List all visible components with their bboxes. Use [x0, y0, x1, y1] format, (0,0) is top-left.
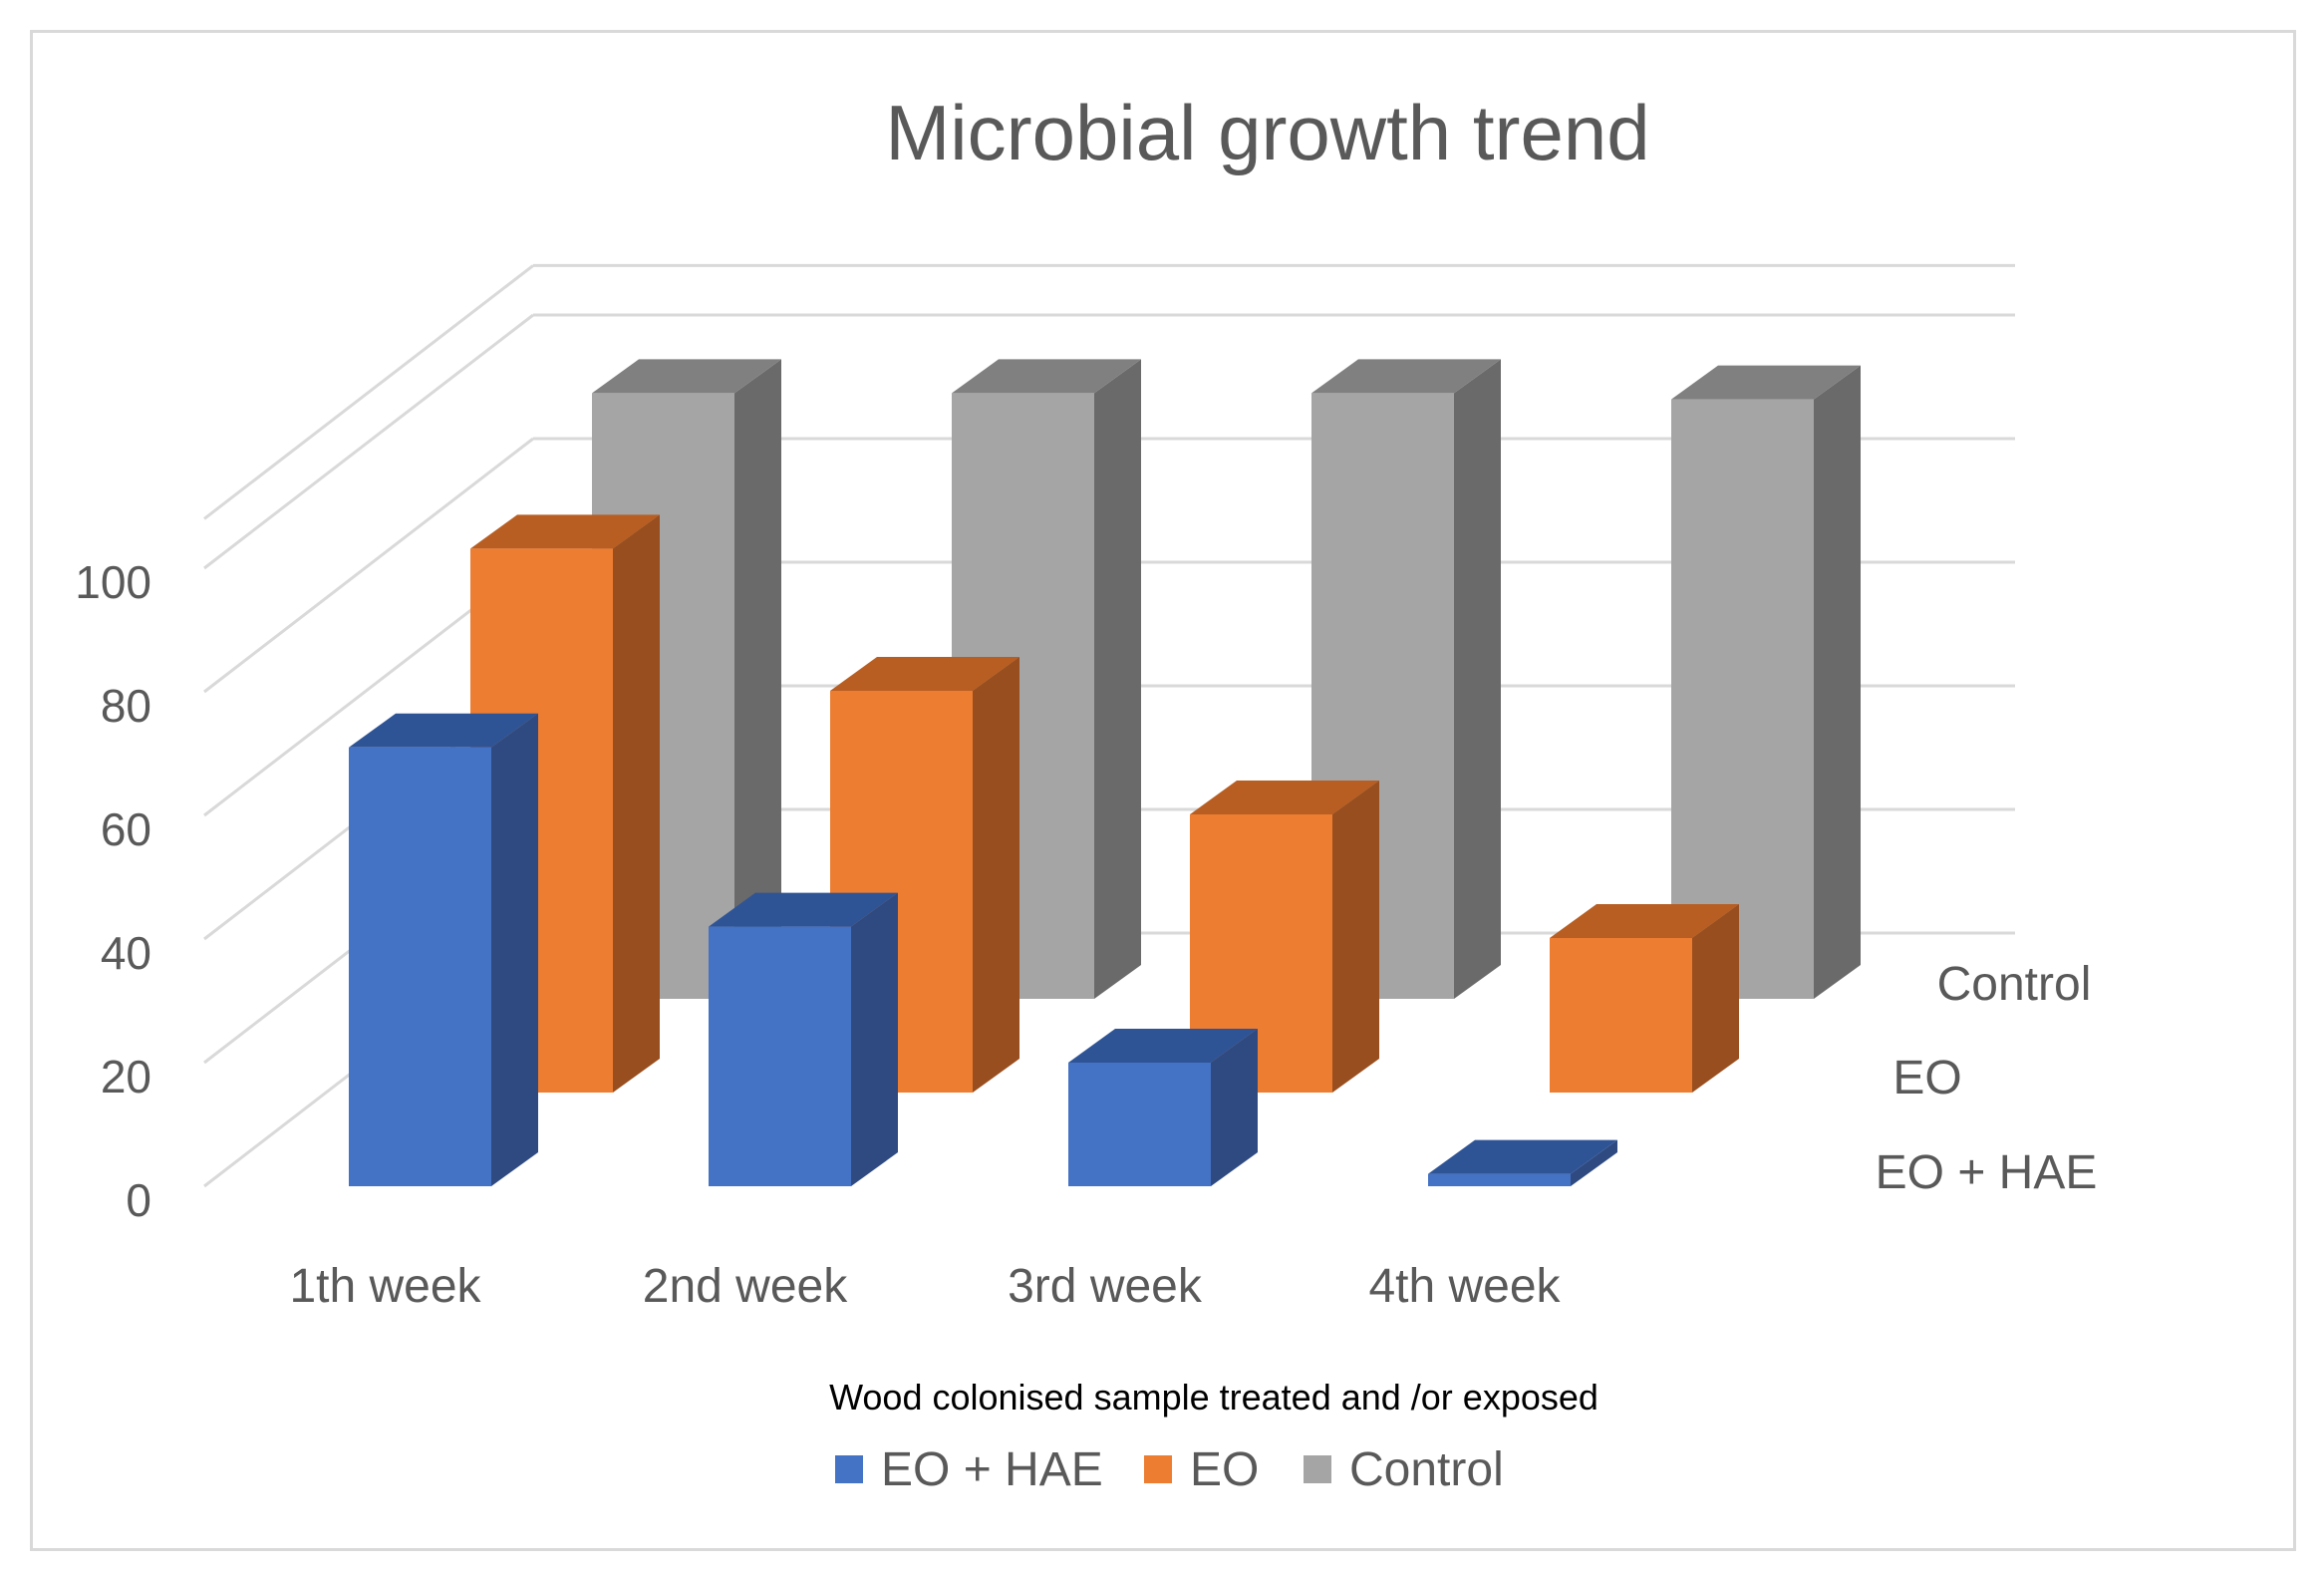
bar-top-face — [952, 359, 1141, 394]
legend-entry-control: Control — [1304, 1443, 1504, 1496]
bar-eo-hae-4th-week — [1428, 1139, 1617, 1186]
bar-side-face — [1094, 359, 1141, 999]
legend-swatch — [1304, 1455, 1331, 1483]
legend-title: Wood colonised sample treated and /or ex… — [829, 1377, 1598, 1418]
bar-top-face — [1671, 365, 1861, 400]
bar-top-face — [1550, 904, 1739, 938]
side-wall-gridline — [203, 437, 534, 694]
side-wall-gridline — [203, 313, 534, 570]
bar-side-face — [1454, 359, 1501, 999]
legend-label: EO + HAE — [881, 1443, 1103, 1496]
bar-control-3rd-week — [1311, 359, 1501, 999]
y-tick-label: 40 — [101, 927, 151, 979]
bar-eo-hae-1th-week — [349, 713, 538, 1186]
bar-front-face — [1671, 399, 1814, 1000]
y-axis-ticks: 0 20 40 60 80 100 — [75, 556, 151, 1226]
bar-side-face — [1332, 781, 1379, 1093]
bar-top-face — [349, 713, 538, 748]
chart-title: Microbial growth trend — [885, 89, 1649, 176]
legend: EO + HAE EO Control — [835, 1443, 1504, 1496]
bar-control-1th-week — [592, 359, 781, 999]
bar-side-face — [1211, 1029, 1258, 1186]
bar-top-face — [830, 657, 1019, 691]
bar-front-face — [1068, 1063, 1211, 1186]
bar-eo-2nd-week — [830, 657, 1019, 1093]
bar-side-face — [851, 892, 898, 1186]
depth-label: EO + HAE — [1876, 1146, 2098, 1199]
legend-entry-eo-hae: EO + HAE — [835, 1443, 1103, 1496]
bar-top-face — [1428, 1139, 1617, 1174]
category-label: 2nd week — [643, 1260, 848, 1313]
legend-swatch — [835, 1455, 863, 1483]
bar-eo-hae-2nd-week — [709, 892, 898, 1186]
bar-front-face — [1428, 1173, 1571, 1186]
bar-side-face — [1814, 365, 1861, 1000]
bar-side-face — [973, 657, 1019, 1093]
bar-top-face — [709, 892, 898, 927]
depth-label: Control — [1937, 958, 2092, 1011]
category-label: 3rd week — [1008, 1260, 1203, 1313]
bar-front-face — [1550, 938, 1692, 1093]
category-label: 1th week — [289, 1260, 481, 1313]
bar-control-4th-week — [1671, 365, 1861, 1000]
legend-label: Control — [1349, 1443, 1504, 1496]
depth-label: EO — [1892, 1052, 1961, 1104]
bar-eo-hae-3rd-week — [1068, 1029, 1258, 1186]
depth-axis-labels: EO + HAE EO Control — [1876, 958, 2098, 1199]
x-axis-categories: 1th week 2nd week 3rd week 4th week — [289, 1260, 1561, 1313]
y-tick-label: 0 — [126, 1174, 151, 1226]
bar-front-face — [349, 747, 491, 1186]
y-tick-label: 80 — [101, 680, 151, 732]
y-tick-label: 100 — [75, 556, 151, 608]
bar-top-face — [1190, 781, 1379, 814]
legend-swatch — [1144, 1455, 1172, 1483]
bar-top-face — [470, 514, 660, 549]
bars — [349, 359, 1861, 1186]
bar-top-face — [592, 359, 781, 394]
side-wall-gridline — [203, 264, 534, 520]
bar-front-face — [709, 926, 851, 1186]
bar-side-face — [1692, 904, 1739, 1093]
bar-side-face — [491, 713, 538, 1186]
bar-side-face — [734, 359, 781, 999]
y-tick-label: 20 — [101, 1051, 151, 1103]
y-tick-label: 60 — [101, 803, 151, 855]
legend-label: EO — [1190, 1443, 1259, 1496]
bar-eo-4th-week — [1550, 904, 1739, 1093]
category-label: 4th week — [1368, 1260, 1561, 1313]
bar-top-face — [1068, 1029, 1258, 1063]
bar-side-face — [613, 514, 660, 1093]
legend-entry-eo: EO — [1144, 1443, 1259, 1496]
bar-top-face — [1311, 359, 1501, 394]
bar-side-face — [1571, 1139, 1617, 1186]
